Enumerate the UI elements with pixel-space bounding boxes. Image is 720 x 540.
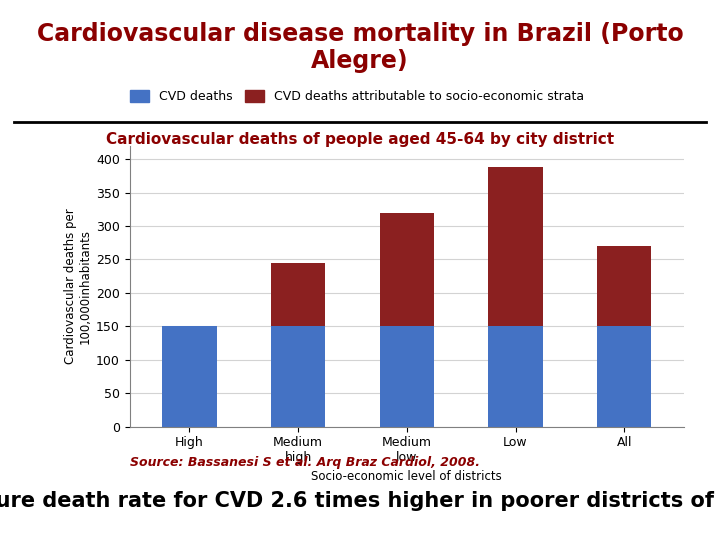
Bar xyxy=(379,213,434,326)
Bar xyxy=(488,167,543,326)
Text: Premature death rate for CVD 2.6 times higher in poorer districts of the city: Premature death rate for CVD 2.6 times h… xyxy=(0,491,720,511)
X-axis label: Socio-economic level of districts: Socio-economic level of districts xyxy=(312,470,502,483)
Bar xyxy=(162,326,217,427)
Bar xyxy=(597,246,652,326)
Bar xyxy=(597,326,652,427)
Bar xyxy=(271,263,325,326)
Text: Cardiovascular disease mortality in Brazil (Porto
Alegre): Cardiovascular disease mortality in Braz… xyxy=(37,22,683,73)
Y-axis label: Cardiovascular deaths per
100,000inhabitants: Cardiovascular deaths per 100,000inhabit… xyxy=(64,208,92,364)
Legend: CVD deaths, CVD deaths attributable to socio-economic strata: CVD deaths, CVD deaths attributable to s… xyxy=(130,90,584,103)
Text: Cardiovascular deaths of people aged 45-64 by city district: Cardiovascular deaths of people aged 45-… xyxy=(106,132,614,147)
Bar xyxy=(271,326,325,427)
Bar xyxy=(379,326,434,427)
Text: Source: Bassanesi S et al. Arq Braz Cardiol, 2008.: Source: Bassanesi S et al. Arq Braz Card… xyxy=(130,456,480,469)
Bar xyxy=(488,326,543,427)
